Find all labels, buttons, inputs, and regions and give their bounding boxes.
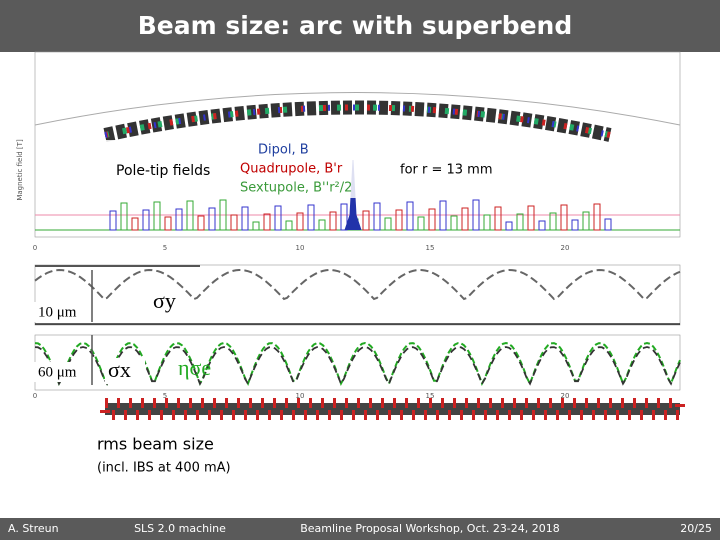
field-bar [439, 200, 447, 231]
annotation: 60 μm [38, 364, 77, 380]
field-bar [318, 219, 326, 231]
frame [34, 51, 681, 238]
annotation: Sextupole, B''r²/2 [240, 181, 352, 196]
field-bar [362, 210, 370, 231]
field-bar [164, 216, 172, 231]
caption: (incl. IBS at 400 mA) [97, 461, 231, 476]
footer-author: A. Streun [8, 522, 59, 535]
field-bar [230, 214, 238, 231]
x-tick-label: 10 [296, 392, 305, 400]
annotation: for r = 13 mm [400, 163, 493, 178]
field-bar [450, 215, 458, 231]
label-box [145, 292, 185, 318]
x-tick-label: 0 [33, 392, 37, 400]
x-tick-label: 15 [426, 392, 435, 400]
field-bar [538, 220, 546, 231]
field-bar [417, 216, 425, 231]
field-bar [131, 217, 139, 231]
field-bar [373, 202, 381, 231]
magnet-quad [104, 104, 611, 138]
label-box [105, 140, 395, 198]
footer-page: 20/25 [680, 522, 712, 535]
field-bar [461, 207, 469, 231]
field-bar [263, 213, 271, 231]
field-bar [285, 220, 293, 231]
field-bar [549, 212, 557, 231]
x-tick-label: 0 [33, 244, 37, 252]
title: Beam size: arc with superbend [138, 11, 573, 40]
annotation: ησe [178, 355, 211, 380]
field-bar [252, 221, 260, 231]
field-bar [120, 202, 128, 231]
field-bar [274, 205, 282, 231]
field-bar [428, 208, 436, 231]
field-bar [494, 206, 502, 231]
field-bar [142, 209, 150, 231]
x-tick-label: 5 [163, 392, 167, 400]
label-box [30, 362, 88, 382]
field-bar [175, 208, 183, 231]
field-bar [582, 211, 590, 231]
label-box [105, 358, 145, 384]
field-bar [384, 217, 392, 231]
field-bar [604, 218, 612, 231]
reference-orbit [34, 92, 681, 126]
field-bar [219, 199, 227, 231]
field-bar [307, 204, 315, 231]
field-bar [153, 201, 161, 231]
field-bar [505, 221, 513, 231]
annotation: σx [108, 357, 131, 382]
label-box [30, 302, 88, 322]
field-bar [340, 203, 348, 231]
field-bar [186, 200, 194, 231]
caption: rms beam size [97, 435, 214, 454]
field-bar [593, 203, 601, 231]
y-axis-label: Magnetic field [T] [16, 139, 24, 201]
field-bar [483, 214, 491, 231]
field-bar [329, 211, 337, 231]
field-bar [560, 204, 568, 231]
sigma-y-curve [34, 268, 681, 301]
annotation: Pole-tip fields [116, 163, 210, 179]
annotation: σy [153, 288, 176, 313]
x-tick-label: 10 [296, 244, 305, 252]
footer-event: Beamline Proposal Workshop, Oct. 23-24, … [300, 522, 560, 535]
field-bar [208, 207, 216, 231]
frame [34, 264, 681, 326]
annotation: Dipol, B [258, 143, 309, 158]
footer-talk: SLS 2.0 machine [134, 522, 226, 535]
annotation: Quadrupole, B'r [240, 162, 343, 177]
field-bar [197, 215, 205, 231]
lattice-strip [105, 403, 680, 415]
field-bar [395, 209, 403, 231]
title-bar [0, 0, 720, 52]
field-bar [241, 206, 249, 231]
beam-panel: 10 μm 60 μm σy σx ησe 0 5 10 15 20 [30, 264, 685, 420]
annotation: 10 μm [38, 304, 77, 320]
field-bar [527, 205, 535, 231]
x-tick-label: 20 [561, 392, 570, 400]
field-bar [406, 201, 414, 231]
field-bar [516, 213, 524, 231]
x-tick-label: 5 [163, 244, 167, 252]
field-panel: Magnetic field [T] 0 5 10 15 20 Pole-tip fie… [16, 51, 681, 252]
x-tick-label: 20 [561, 244, 570, 252]
field-bar [472, 199, 480, 231]
x-tick-label: 15 [426, 244, 435, 252]
footer-bar [0, 518, 720, 540]
field-bar [109, 210, 117, 231]
field-bar [571, 219, 579, 231]
field-bar [296, 212, 304, 231]
